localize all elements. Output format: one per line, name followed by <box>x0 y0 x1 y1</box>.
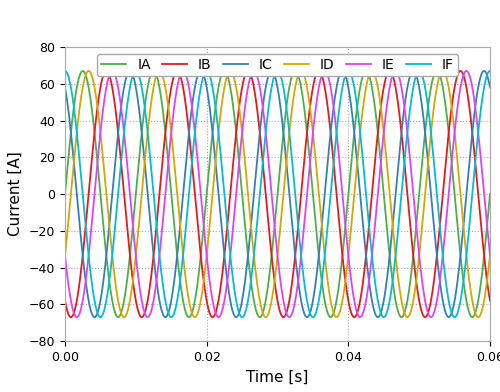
IB <box>316 69 322 73</box>
IA <box>225 75 231 80</box>
IB <box>62 298 68 303</box>
IC <box>225 285 231 289</box>
IC <box>62 85 68 90</box>
IC <box>479 71 485 76</box>
IA <box>80 69 86 73</box>
IB <box>487 298 493 303</box>
Legend: IA, IB, IC, ID, IE, IF: IA, IB, IC, ID, IE, IF <box>97 54 458 76</box>
ID <box>487 253 493 258</box>
IE <box>433 302 439 307</box>
IF <box>225 232 231 236</box>
Line: IF: IF <box>65 71 490 317</box>
IB <box>244 70 250 74</box>
IB <box>433 260 439 265</box>
Line: IA: IA <box>65 71 490 317</box>
IB <box>225 217 231 221</box>
ID <box>369 69 375 73</box>
ID <box>479 308 485 313</box>
IE <box>487 253 493 258</box>
IF <box>433 182 439 187</box>
IF <box>479 100 485 105</box>
ID <box>136 225 141 229</box>
IE <box>479 168 485 173</box>
IA <box>136 159 142 164</box>
IE <box>136 278 141 283</box>
IF <box>244 305 250 310</box>
ID <box>110 265 116 269</box>
IC <box>198 69 204 73</box>
IE <box>216 315 222 319</box>
IF <box>98 315 103 319</box>
Line: IE: IE <box>65 71 490 317</box>
IF <box>110 240 116 245</box>
IE <box>244 93 250 98</box>
IE <box>226 271 232 276</box>
IA <box>433 69 439 74</box>
IA <box>244 239 250 244</box>
IB <box>136 310 141 315</box>
Y-axis label: Current [A]: Current [A] <box>8 152 23 236</box>
IC <box>110 178 116 183</box>
IA <box>62 192 68 196</box>
IF <box>136 73 142 78</box>
Line: IB: IB <box>65 71 490 317</box>
IF <box>487 69 493 73</box>
IC <box>487 85 493 90</box>
ID <box>62 253 68 258</box>
IC <box>233 315 239 319</box>
IB <box>351 315 357 319</box>
ID <box>244 174 250 179</box>
ID <box>334 315 340 319</box>
IC <box>433 246 439 251</box>
Line: IC: IC <box>65 71 490 317</box>
IA <box>110 305 116 310</box>
IE <box>62 253 68 258</box>
IB <box>110 93 116 97</box>
IE <box>110 69 116 74</box>
X-axis label: Time [s]: Time [s] <box>246 369 308 384</box>
IA <box>479 272 485 277</box>
IB <box>479 232 485 236</box>
ID <box>433 89 439 94</box>
IE <box>180 69 186 73</box>
IA <box>470 315 476 319</box>
Line: ID: ID <box>65 71 490 317</box>
IA <box>487 192 493 196</box>
IF <box>62 69 68 73</box>
IC <box>136 104 141 109</box>
ID <box>225 71 231 76</box>
IC <box>244 265 250 270</box>
